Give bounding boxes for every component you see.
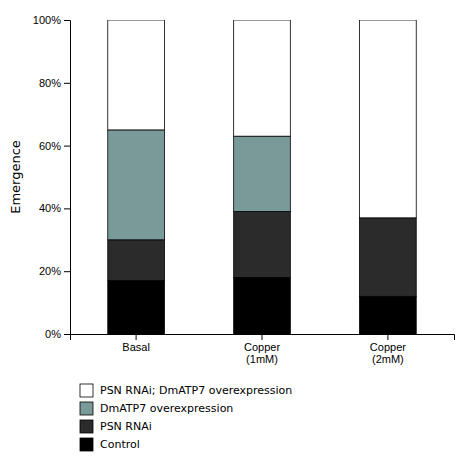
legend-swatch: [80, 384, 93, 397]
legend-swatch: [80, 438, 93, 451]
y-tick: 0%: [45, 328, 70, 340]
bar-segment: [360, 296, 417, 334]
bar-segment: [108, 281, 165, 334]
y-tick-mark: [64, 20, 70, 21]
bar-segment: [234, 20, 291, 136]
legend-item: PSN RNAi; DmATP7 overexpression: [80, 384, 292, 397]
y-tick-label: 80%: [39, 77, 61, 89]
series: [108, 130, 291, 240]
y-tick-label: 40%: [39, 202, 61, 214]
y-tick: 40%: [39, 202, 70, 214]
y-tick-mark: [64, 334, 70, 335]
bar-segment: [108, 130, 165, 240]
bars: [108, 20, 416, 334]
legend: PSN RNAi; DmATP7 overexpression DmATP7 ov…: [80, 384, 292, 451]
x-axis-line: [71, 335, 455, 341]
legend-label: Control: [100, 438, 140, 451]
x-tick-mark: [387, 334, 388, 340]
bar-segment: [108, 20, 165, 130]
y-tick-label: 60%: [39, 140, 61, 152]
bar-segment: [234, 136, 291, 211]
y-tick-mark: [64, 146, 70, 147]
y-tick-mark: [64, 83, 70, 84]
y-tick: 100%: [33, 14, 70, 26]
bar-segment: [234, 212, 291, 278]
x-tick-label: Copper(2mM): [370, 341, 406, 366]
y-tick: 20%: [39, 265, 70, 277]
legend-item: PSN RNAi: [80, 420, 152, 433]
series: [108, 20, 416, 218]
legend-item: Control: [80, 438, 140, 451]
y-tick-label: 20%: [39, 265, 61, 277]
x-tick: Basal: [122, 334, 150, 353]
y-axis-title: Emergence: [8, 140, 23, 214]
y-tick-mark: [64, 208, 70, 209]
y-axis-line: [64, 21, 71, 335]
chart: 0% 20% 40% 60% 80% 100% Basal Copper(1mM) Copper…: [0, 0, 474, 474]
y-tick-label: 0%: [45, 328, 61, 340]
legend-swatch: [80, 402, 93, 415]
bar-segment: [360, 218, 417, 297]
legend-swatch: [80, 420, 93, 433]
x-tick-label: Copper(1mM): [244, 341, 280, 366]
bar-segment: [108, 240, 165, 281]
y-tick: 80%: [39, 77, 70, 89]
legend-label: PSN RNAi; DmATP7 overexpression: [100, 384, 292, 397]
x-tick: Copper(2mM): [370, 334, 406, 365]
x-tick-mark: [262, 334, 263, 340]
plot: 0% 20% 40% 60% 80% 100% Basal Copper(1mM) Copper…: [8, 14, 455, 365]
x-tick-mark: [136, 334, 137, 340]
y-tick-mark: [64, 271, 70, 272]
y-tick-label: 100%: [33, 14, 61, 26]
legend-label: PSN RNAi: [100, 420, 152, 433]
bar-segment: [360, 20, 417, 218]
legend-item: DmATP7 overexpression: [80, 402, 233, 415]
x-axis: Basal Copper(1mM) Copper(2mM): [71, 334, 455, 365]
x-tick-label: Basal: [122, 341, 150, 353]
legend-label: DmATP7 overexpression: [100, 402, 233, 415]
bar-segment: [234, 277, 291, 334]
x-tick: Copper(1mM): [244, 334, 280, 365]
y-axis: 0% 20% 40% 60% 80% 100%: [33, 14, 71, 340]
y-tick: 60%: [39, 140, 70, 152]
